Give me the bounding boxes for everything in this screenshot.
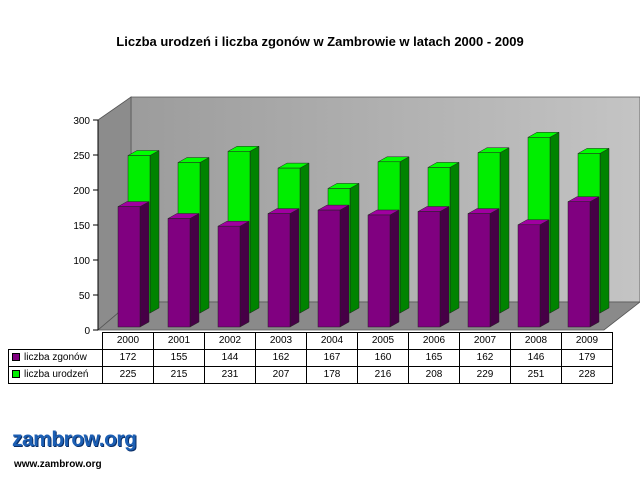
logo-text: zambrow.org [12,428,137,451]
category-label: 2001 [153,332,205,350]
table-corner [9,333,103,350]
bar-deaths [267,208,300,328]
data-label-births: 251 [510,366,562,384]
data-label-deaths: 144 [204,349,256,367]
bar-front [567,201,591,328]
bar-front [167,218,191,328]
data-label-births: 228 [561,366,613,384]
category-label: 2004 [306,332,358,350]
bar-front [317,209,341,328]
data-label-births: 207 [255,366,307,384]
bar-side [289,208,300,328]
bar-side [339,204,350,328]
data-label-births: 229 [459,366,511,384]
y-tick-label: 150 [73,221,90,232]
category-label: 2009 [561,332,613,350]
bar-deaths [517,219,550,328]
y-tick-label: 250 [73,151,90,162]
bar-side [539,219,550,328]
data-label-births: 216 [357,366,409,384]
data-label-deaths: 162 [255,349,307,367]
bar-front [217,225,241,328]
bar-side [199,157,210,314]
bar-front [467,213,491,328]
bar-front [417,211,441,328]
data-label-births: 208 [408,366,460,384]
y-axis: 0 50 100 150 200 250 300 [73,116,99,337]
bar-side [139,201,150,328]
category-label: 2006 [408,332,460,350]
bar-deaths [367,209,400,328]
data-label-births: 215 [153,366,205,384]
bar-side [599,147,610,314]
data-label-deaths: 172 [102,349,154,367]
bar-deaths [417,206,450,328]
bar-side [389,209,400,328]
bar-deaths [467,208,500,328]
legend-label-deaths: liczba zgonów [24,352,87,363]
bar-side [189,213,200,328]
bar-front [367,214,391,328]
bar-side [349,182,360,314]
bar-side [439,206,450,328]
bar-side [589,196,600,328]
y-tick-label: 0 [84,326,90,337]
bar-side [489,208,500,328]
table-row-births: liczba urodzeń 225 215 231 207 178 216 2… [8,366,613,384]
legend-entry-births: liczba urodzeń [8,366,103,384]
data-label-deaths: 146 [510,349,562,367]
chart-title: Liczba urodzeń i liczba zgonów w Zambrow… [116,34,524,49]
data-label-births: 225 [102,366,154,384]
category-label: 2007 [459,332,511,350]
bar-front [117,206,141,328]
bar-side [499,147,510,314]
data-label-deaths: 160 [357,349,409,367]
bar-front [267,213,291,328]
bar-side [249,145,260,314]
category-label: 2003 [255,332,307,350]
bar-deaths [117,201,150,328]
bar-side [549,131,560,314]
bar-deaths [167,213,200,328]
bar-side [149,150,160,314]
bars [117,131,610,328]
data-label-births: 231 [204,366,256,384]
table-header-row: 2000 2001 2002 2003 2004 2005 2006 2007 … [9,332,613,350]
y-tick-label: 50 [79,291,91,302]
bar-deaths [317,204,350,328]
category-label: 2002 [204,332,256,350]
data-label-births: 178 [306,366,358,384]
legend-label-births: liczba urodzeń [24,369,89,380]
data-label-deaths: 165 [408,349,460,367]
bar-side [239,220,250,328]
table-row-deaths: liczba zgonów 172 155 144 162 167 160 16… [8,349,613,367]
bar-side [399,156,410,314]
legend-swatch-births [12,370,20,379]
legend-swatch-deaths [12,353,20,362]
logo-url[interactable]: www.zambrow.org [14,459,102,470]
data-label-deaths: 179 [561,349,613,367]
bar-side [299,162,310,314]
data-label-deaths: 155 [153,349,205,367]
bar-side [449,161,460,314]
category-label: 2005 [357,332,409,350]
bar-front [517,224,541,328]
category-label: 2008 [510,332,562,350]
bar-deaths [217,220,250,328]
y-tick-label: 300 [73,116,90,127]
bar-deaths [567,196,600,328]
data-table: 2000 2001 2002 2003 2004 2005 2006 2007 … [8,332,613,384]
legend-entry-deaths: liczba zgonów [8,349,103,367]
y-tick-label: 200 [73,186,90,197]
data-label-deaths: 167 [306,349,358,367]
category-label: 2000 [102,332,154,350]
data-label-deaths: 162 [459,349,511,367]
y-tick-label: 100 [73,256,90,267]
site-logo[interactable]: zambrow.org www.zambrow.org [12,428,137,474]
